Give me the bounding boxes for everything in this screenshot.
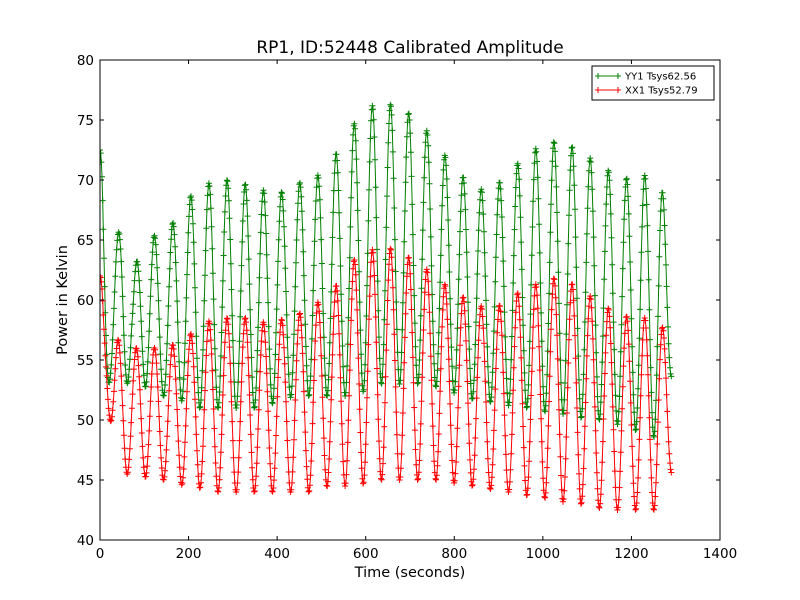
x-tick-label: 800	[441, 546, 467, 562]
y-tick-label: 50	[77, 413, 94, 429]
legend-marker	[595, 73, 621, 79]
legend: YY1 Tsys62.56 XX1 Tsys52.79	[591, 65, 715, 101]
x-tick-label: 1400	[703, 546, 737, 562]
y-tick-label: 65	[77, 233, 94, 249]
y-tick-label: 60	[77, 293, 94, 309]
y-tick-label: 45	[77, 473, 94, 489]
series-markers-0	[100, 101, 675, 440]
y-tick-label: 55	[77, 353, 94, 369]
x-tick-label: 200	[176, 546, 202, 562]
legend-box	[591, 65, 715, 101]
y-tick-label: 40	[77, 533, 94, 549]
y-tick-label: 80	[77, 53, 94, 69]
series-markers-1	[100, 245, 675, 513]
legend-label: YY1 Tsys62.56	[624, 72, 696, 83]
y-tick-label: 70	[77, 173, 94, 189]
x-tick-label: 1000	[526, 546, 560, 562]
legend-label: XX1 Tsys52.79	[625, 86, 698, 97]
legend-marker	[595, 87, 621, 93]
series-1	[100, 245, 675, 513]
x-tick-label: 400	[264, 546, 290, 562]
chart-title: RP1, ID:52448 Calibrated Amplitude	[256, 38, 563, 58]
plot-area	[100, 101, 675, 513]
y-axis-label: Power in Kelvin	[55, 245, 71, 355]
series-0	[100, 101, 675, 440]
axes: 0 200 400 600 800 1000 1200 1400 40 45 50 55 60 65 70 7…	[77, 53, 737, 562]
x-tick-label: 600	[353, 546, 379, 562]
y-tick-label: 75	[77, 113, 94, 129]
x-tick-label: 1200	[614, 546, 648, 562]
x-tick-label: 0	[96, 546, 105, 562]
x-axis-label: Time (seconds)	[354, 565, 466, 581]
